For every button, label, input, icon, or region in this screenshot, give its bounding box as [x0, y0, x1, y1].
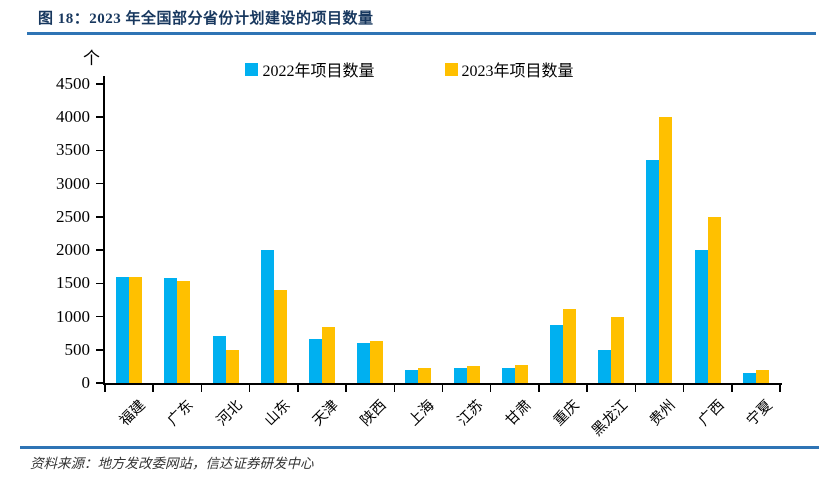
x-axis-label-陕西: 陕西 [358, 397, 390, 430]
legend-item-2023: 2023年项目数量 [444, 57, 574, 81]
y-axis-tick [96, 149, 103, 152]
x-axis-label-江苏: 江苏 [454, 397, 487, 430]
bar-2022-福建 [116, 276, 130, 383]
bar-2023-河北 [225, 349, 239, 383]
bar-2022-甘肃 [501, 368, 515, 383]
bar-2022-陕西 [357, 343, 371, 383]
x-axis-tick [538, 385, 540, 392]
legend: 2022年项目数量 2023年项目数量 [0, 57, 819, 81]
bar-2022-重庆 [550, 324, 564, 383]
x-axis-label-黑龙江: 黑龙江 [588, 397, 631, 440]
bar-2023-山东 [273, 289, 287, 383]
bar-2022-河北 [212, 336, 226, 383]
bar-2022-广西 [694, 250, 708, 383]
x-axis-tick [297, 385, 299, 392]
bar-2022-黑龙江 [598, 349, 612, 383]
bar-2022-广东 [164, 278, 178, 383]
x-axis-tick [248, 385, 251, 392]
y-axis-tick [96, 249, 103, 251]
y-axis-label: 1500 [56, 273, 90, 293]
x-axis-label-河北: 河北 [213, 397, 246, 430]
y-axis-tick [96, 182, 103, 185]
legend-swatch-2022-icon [245, 62, 259, 76]
x-axis-tick [731, 385, 733, 392]
y-axis-tick [96, 83, 103, 85]
y-axis-label: 3500 [56, 140, 90, 160]
legend-swatch-2023-icon [444, 62, 458, 76]
y-axis-tick [96, 282, 103, 285]
y-axis-label: 0 [81, 373, 91, 392]
top-divider [27, 32, 816, 35]
bar-2023-甘肃 [514, 365, 528, 383]
bar-2023-广西 [707, 216, 721, 383]
x-axis-label-山东: 山东 [261, 397, 294, 430]
x-axis-label-福建: 福建 [116, 397, 149, 430]
x-axis-tick [345, 385, 347, 392]
y-axis-label: 3000 [56, 173, 90, 193]
x-axis-label-广东: 广东 [165, 397, 197, 430]
x-axis-label-重庆: 重庆 [550, 397, 583, 430]
bar-2023-天津 [321, 326, 335, 383]
x-axis-line [103, 383, 782, 385]
bar-2023-黑龙江 [611, 316, 625, 383]
y-axis-tick [96, 349, 103, 351]
bar-2023-宁夏 [755, 369, 769, 383]
bar-2022-山东 [260, 250, 274, 383]
x-axis-tick [634, 385, 637, 392]
y-axis-label: 1000 [56, 306, 90, 326]
x-axis-tick [152, 385, 154, 392]
x-axis-tick [682, 385, 685, 392]
legend-label-2023: 2023年项目数量 [461, 63, 574, 80]
y-axis-label: 4000 [56, 107, 90, 127]
bar-2022-天津 [308, 339, 322, 383]
bar-2022-上海 [405, 369, 419, 383]
x-axis-label-宁夏: 宁夏 [743, 397, 776, 430]
x-axis-tick [200, 385, 203, 392]
bar-2023-上海 [418, 368, 432, 383]
y-axis-unit-label: 个 [83, 49, 100, 68]
x-axis-label-贵州: 贵州 [647, 397, 680, 430]
y-axis-label: 500 [64, 339, 91, 359]
bar-2023-广东 [177, 280, 191, 383]
bottom-divider [20, 446, 819, 449]
x-axis-label-上海: 上海 [406, 397, 439, 430]
x-axis-tick [393, 385, 396, 392]
y-axis-label: 2500 [56, 206, 90, 226]
y-axis-line [103, 76, 105, 385]
source-note: 资料来源：地方发改委网站，信达证券研发中心 [30, 456, 314, 471]
bar-2023-江苏 [466, 366, 480, 383]
legend-label-2022: 2022年项目数量 [262, 63, 375, 80]
bar-2022-贵州 [646, 160, 660, 383]
legend-item-2022: 2022年项目数量 [245, 57, 375, 81]
bar-2022-江苏 [453, 367, 467, 383]
x-axis-tick [489, 385, 492, 392]
y-axis-label: 2000 [56, 240, 90, 260]
figure-title: 图 18：2023 年全国部分省份计划建设的项目数量 [38, 11, 374, 27]
y-axis-tick [96, 382, 103, 384]
y-axis-tick [96, 216, 103, 218]
y-axis-tick [96, 315, 103, 318]
x-axis-label-广西: 广西 [695, 397, 728, 430]
bar-2023-重庆 [563, 308, 577, 383]
bar-2023-陕西 [370, 341, 384, 383]
bar-2023-贵州 [659, 117, 673, 383]
bar-2023-福建 [129, 276, 143, 383]
y-axis-label: 4500 [56, 74, 90, 93]
x-axis-label-天津: 天津 [309, 397, 342, 430]
bar-2022-宁夏 [742, 373, 756, 383]
y-axis-tick [96, 116, 103, 118]
x-axis-tick [779, 385, 781, 392]
x-axis-tick [104, 385, 106, 392]
x-axis-tick [586, 385, 588, 392]
x-axis-tick [441, 385, 444, 392]
x-axis-label-甘肃: 甘肃 [502, 397, 535, 430]
